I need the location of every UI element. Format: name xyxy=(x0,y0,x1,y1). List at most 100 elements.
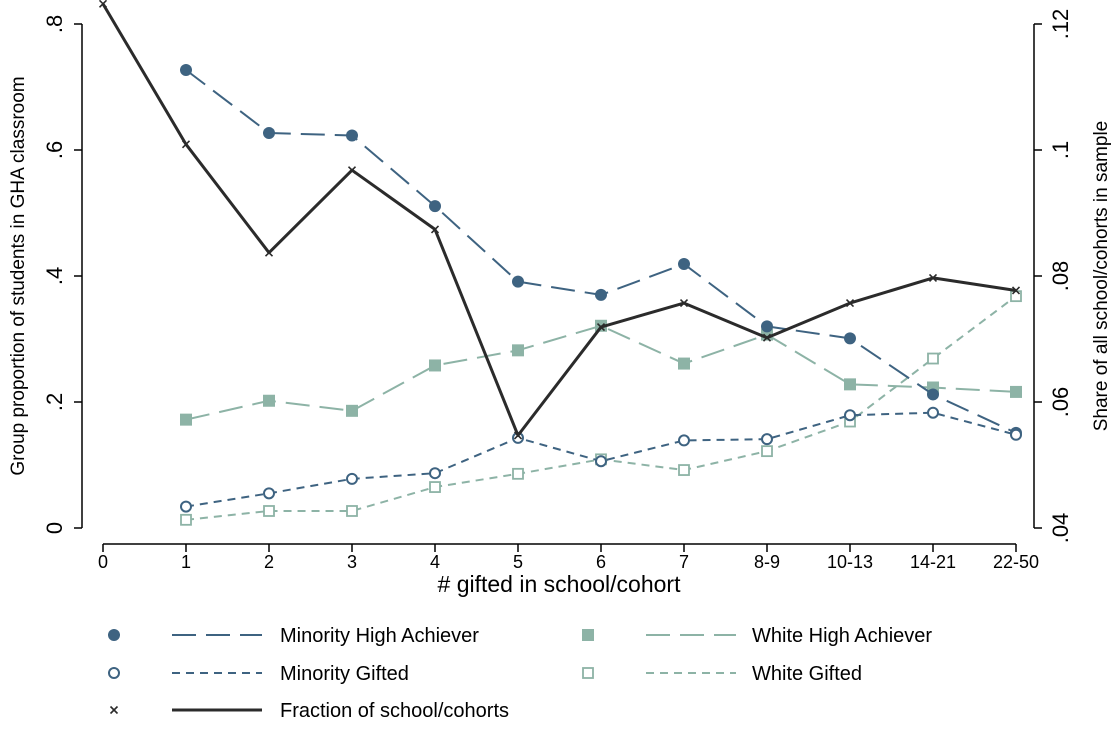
y2-tick-label: .12 xyxy=(1048,9,1073,40)
data-point xyxy=(678,258,690,271)
x-tick-label: 4 xyxy=(430,552,440,572)
data-point xyxy=(595,455,607,468)
x-tick-label: 22-50 xyxy=(993,552,1039,572)
y-tick-label: 0 xyxy=(42,522,67,534)
legend-marker xyxy=(109,705,119,715)
y-axis-label: Group proportion of students in GHA clas… xyxy=(8,76,29,475)
data-point xyxy=(927,352,939,365)
data-point xyxy=(346,129,358,142)
data-point xyxy=(762,333,772,342)
x-tick-label: 6 xyxy=(596,552,606,572)
legend-item: Minority High Achiever xyxy=(108,625,479,647)
data-point xyxy=(678,464,690,476)
y-tick-label: .6 xyxy=(42,141,67,159)
data-point xyxy=(512,467,524,480)
data-point xyxy=(430,225,440,234)
data-point xyxy=(679,299,689,308)
data-point xyxy=(678,357,690,370)
legend-label: Fraction of school/cohorts xyxy=(280,700,509,722)
series-white-high-achiever xyxy=(180,319,1022,426)
legend-marker xyxy=(108,667,120,679)
legend-item: Minority Gifted xyxy=(108,663,409,685)
data-point xyxy=(180,63,192,76)
data-point xyxy=(346,472,358,485)
data-point xyxy=(927,388,939,401)
x-tick-label: 0 xyxy=(98,552,108,572)
legend-item: Fraction of school/cohorts xyxy=(109,700,509,722)
data-point xyxy=(1010,385,1022,398)
data-point xyxy=(761,433,773,446)
data-point xyxy=(845,299,855,308)
data-point xyxy=(1010,428,1022,441)
data-point xyxy=(346,505,358,517)
x-tick-label: 8-9 xyxy=(754,552,780,572)
x-tick-label: 1 xyxy=(181,552,191,572)
data-point xyxy=(429,200,441,213)
data-point xyxy=(761,445,773,458)
y-tick-label: .8 xyxy=(42,15,67,33)
y2-tick-label: .04 xyxy=(1048,513,1073,544)
x-tick-label: 5 xyxy=(513,552,523,572)
series-layer xyxy=(98,0,1022,526)
data-point xyxy=(346,404,358,417)
data-point xyxy=(263,487,275,500)
legend-label: Minority Gifted xyxy=(280,663,409,685)
y-tick-label: .4 xyxy=(42,267,67,285)
series-fraction-of-school-cohorts xyxy=(98,0,1021,440)
data-point xyxy=(512,344,524,357)
x-tick-label: 3 xyxy=(347,552,357,572)
legend-marker xyxy=(108,629,120,641)
data-point xyxy=(927,406,939,419)
data-point xyxy=(347,166,357,175)
legend-marker xyxy=(582,667,594,679)
data-point xyxy=(263,394,275,407)
data-point xyxy=(512,275,524,288)
data-point xyxy=(1011,286,1021,295)
data-point xyxy=(844,378,856,391)
data-point xyxy=(1010,290,1022,303)
legend-label: White Gifted xyxy=(752,663,862,685)
series-line xyxy=(101,3,1017,437)
y2-tick-label: .1 xyxy=(1048,141,1073,159)
data-point xyxy=(264,248,274,257)
data-point xyxy=(98,0,108,8)
legend: Minority High Achiever White High Achieve… xyxy=(108,625,932,722)
data-point xyxy=(928,273,938,282)
data-point xyxy=(844,332,856,345)
y2-axis-label: Share of all school/cohorts in sample xyxy=(1091,121,1112,432)
series-line xyxy=(185,69,1017,434)
data-point xyxy=(844,409,856,422)
legend-label: White High Achiever xyxy=(752,625,932,647)
y2-tick-label: .08 xyxy=(1048,261,1073,292)
axes: .8 .6 .4 .2 0 .12 .1 .08 .06 .04 0 1 2 3 4 5 6 7 8-9 10-13 1… xyxy=(42,9,1073,572)
data-point xyxy=(263,505,275,517)
x-tick-label: 10-13 xyxy=(827,552,873,572)
data-point xyxy=(513,431,523,440)
series-line xyxy=(185,324,1017,421)
y-tick-label: .2 xyxy=(42,393,67,411)
legend-item: White High Achiever xyxy=(582,625,932,647)
legend-item: White Gifted xyxy=(582,663,862,685)
data-point xyxy=(263,126,275,139)
data-point xyxy=(595,288,607,301)
y2-tick-label: .06 xyxy=(1048,387,1073,418)
data-point xyxy=(596,322,606,332)
data-point xyxy=(429,359,441,372)
data-point xyxy=(180,413,192,426)
series-minority-high-achiever xyxy=(180,63,1022,439)
x-tick-label: 7 xyxy=(679,552,689,572)
data-point xyxy=(181,140,191,149)
series-minority-gifted xyxy=(180,406,1022,513)
data-point xyxy=(678,434,690,447)
legend-marker xyxy=(582,629,594,641)
data-point xyxy=(429,467,441,480)
x-tick-label: 14-21 xyxy=(910,552,956,572)
data-point xyxy=(180,513,192,526)
data-point xyxy=(180,500,192,513)
legend-label: Minority High Achiever xyxy=(280,625,479,647)
data-point xyxy=(761,320,773,333)
x-tick-label: 2 xyxy=(264,552,274,572)
x-axis-label: # gifted in school/cohort xyxy=(438,571,682,597)
